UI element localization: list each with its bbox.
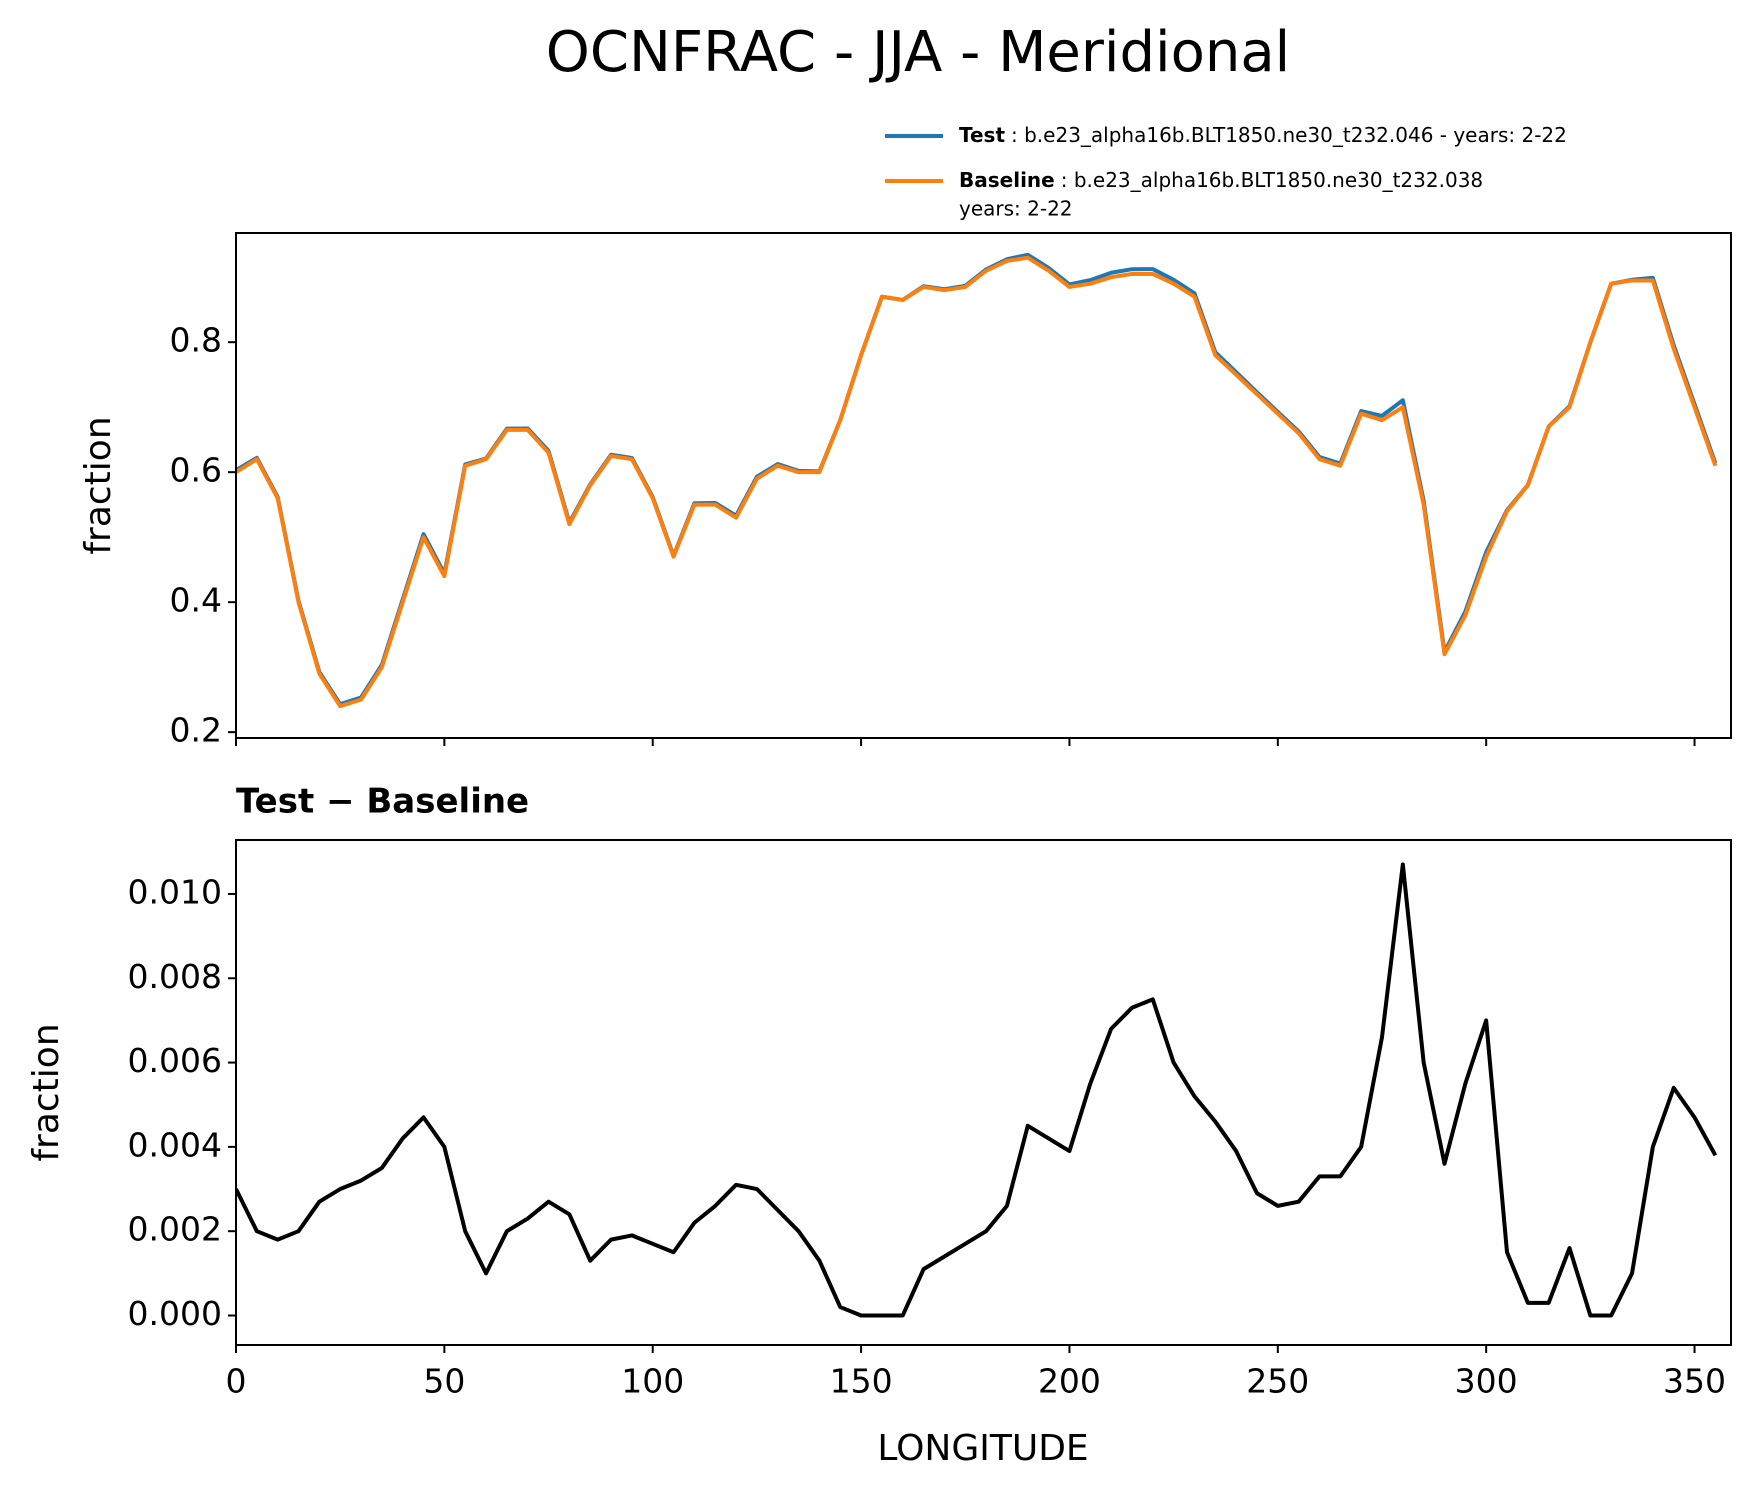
y-axis-label: fraction [78, 416, 119, 554]
y-tick-label: 0.2 [170, 711, 222, 750]
y-axis-label: fraction [26, 1023, 67, 1161]
y-tick-label: 0.4 [170, 581, 222, 620]
data-line [236, 862, 1718, 1318]
y-tick-label: 0.8 [170, 321, 222, 360]
axes-frame [235, 232, 1732, 739]
legend-text: : b.e23_alpha16b.BLT1850.ne30_t232.038 [1061, 168, 1483, 192]
y-tick-label: 0.004 [128, 1125, 222, 1164]
axes-frame [235, 839, 1732, 1346]
subplot-title: Test − Baseline [236, 782, 529, 822]
y-tick-label: 0.006 [128, 1041, 222, 1080]
y-tick-label: 0.000 [128, 1294, 222, 1333]
legend-text: years: 2-22 [959, 197, 1073, 221]
data-line [236, 252, 1718, 707]
x-tick-label: 100 [621, 1362, 684, 1401]
x-tick-label: 250 [1246, 1362, 1309, 1401]
x-tick-label: 0 [226, 1362, 247, 1401]
x-tick-label: 50 [423, 1362, 465, 1401]
x-axis-label: LONGITUDE [877, 1428, 1088, 1469]
data-line [236, 255, 1718, 709]
y-tick-label: 0.008 [128, 957, 222, 996]
legend-label: Test: b.e23_alpha16b.BLT1850.ne30_t232.0… [959, 123, 1567, 147]
legend-name: Baseline [959, 168, 1055, 192]
legend-label: Baseline: b.e23_alpha16b.BLT1850.ne30_t2… [959, 168, 1483, 192]
x-tick-label: 300 [1455, 1362, 1518, 1401]
chart-title: OCNFRAC - JJA - Meridional [546, 20, 1290, 85]
y-tick-label: 0.010 [128, 872, 222, 911]
y-tick-label: 0.6 [170, 451, 222, 490]
legend-name: Test [959, 123, 1005, 147]
y-tick-label: 0.002 [128, 1210, 222, 1249]
x-tick-label: 150 [830, 1362, 893, 1401]
x-tick-label: 200 [1038, 1362, 1101, 1401]
x-tick-label: 350 [1663, 1362, 1726, 1401]
legend-text: : b.e23_alpha16b.BLT1850.ne30_t232.046 -… [1011, 123, 1567, 147]
